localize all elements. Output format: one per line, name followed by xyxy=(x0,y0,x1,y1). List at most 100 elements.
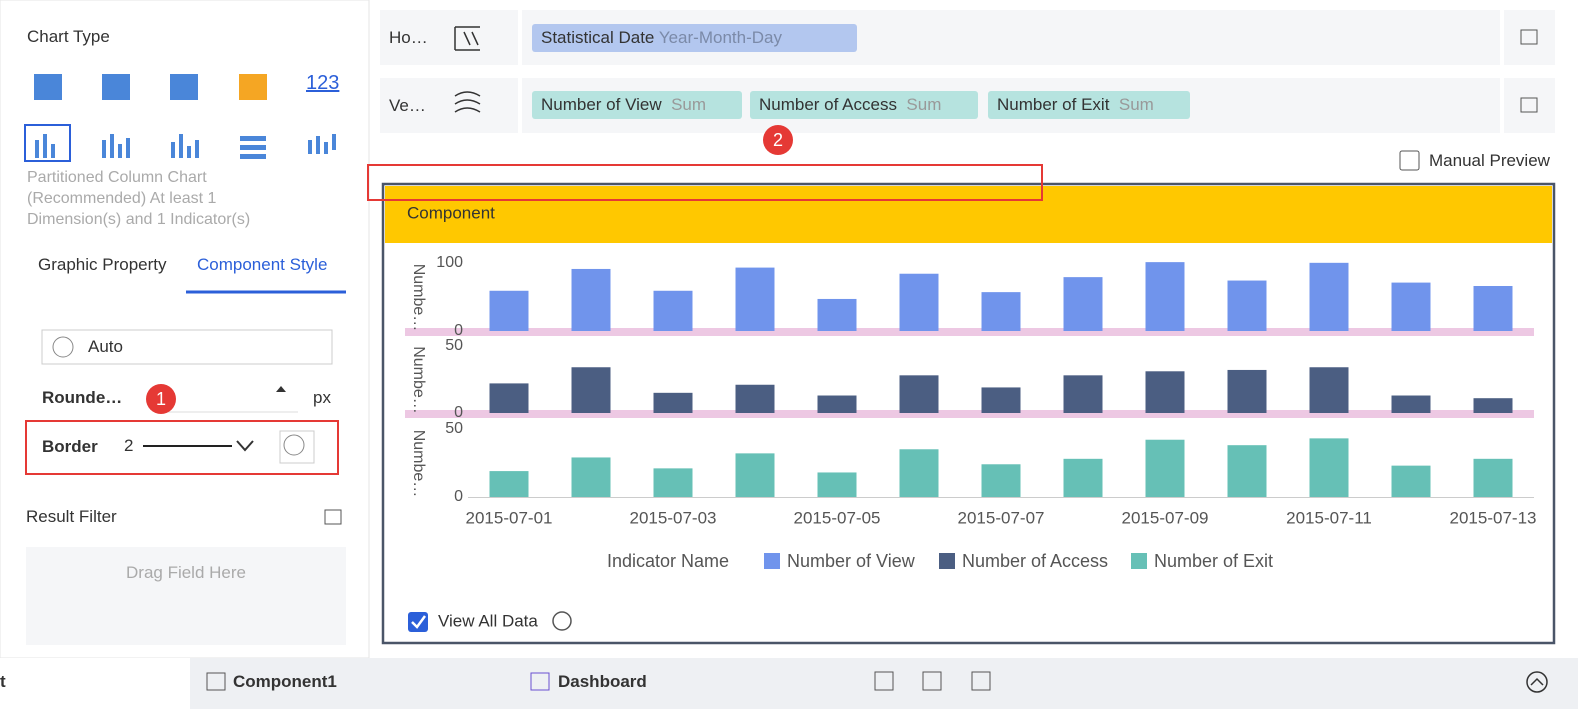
select-value[interactable]: Auto xyxy=(88,337,123,356)
x-tick-label: 2015-07-01 xyxy=(466,508,553,527)
add-icon[interactable] xyxy=(922,671,942,691)
highlight-box xyxy=(367,164,1043,201)
collapse-arrow xyxy=(1530,677,1544,686)
panel-separator xyxy=(405,328,1534,336)
tab[interactable]: Component1 xyxy=(233,672,337,691)
bar xyxy=(1145,439,1185,497)
legend-title: Indicator Name xyxy=(607,551,729,571)
bottom-bar xyxy=(0,658,1578,709)
date-chip[interactable]: Statistical Date Year-Month-Day xyxy=(532,24,857,52)
bar xyxy=(817,395,857,413)
row-label: Ve… xyxy=(389,96,426,115)
axis-icon[interactable] xyxy=(454,91,481,113)
y-tick-label: 0 xyxy=(454,404,463,421)
bar xyxy=(981,292,1021,331)
chart-icons xyxy=(34,74,336,159)
collapse-button[interactable] xyxy=(1526,671,1548,693)
bar xyxy=(653,290,693,331)
highlight-box xyxy=(25,420,339,475)
tab[interactable]: Dashboard xyxy=(558,672,647,691)
bar xyxy=(817,298,857,331)
x-tick-label: 2015-07-11 xyxy=(1286,508,1372,527)
bar xyxy=(1473,398,1513,413)
bar xyxy=(653,392,693,413)
axis-icon[interactable] xyxy=(454,26,480,51)
color-button[interactable] xyxy=(279,430,315,464)
field-label: Border xyxy=(42,437,98,456)
y-axis-label: Numbe… xyxy=(410,430,427,498)
row-label: Ho… xyxy=(389,28,428,47)
icon-label[interactable]: 123 xyxy=(306,72,340,94)
bar xyxy=(735,267,775,331)
legend-label: Number of Exit xyxy=(1154,551,1273,571)
legend-label: Number of View xyxy=(787,551,916,571)
color-icon xyxy=(283,434,305,456)
info-icon[interactable] xyxy=(552,611,572,631)
x-tick-label: 2015-07-09 xyxy=(1122,508,1209,527)
settings-icon[interactable] xyxy=(324,509,342,525)
legend-swatch xyxy=(1131,553,1147,569)
chevron[interactable] xyxy=(236,440,254,452)
bar xyxy=(899,375,939,413)
bar xyxy=(981,387,1021,413)
unit: px xyxy=(313,388,331,407)
component-header xyxy=(385,186,1552,243)
chip-name: Statistical Date xyxy=(541,28,655,47)
bar xyxy=(1145,262,1185,331)
component-title: Component xyxy=(407,203,495,222)
bar xyxy=(1145,371,1185,413)
section-title: Result Filter xyxy=(26,507,117,526)
manual-preview[interactable]: Manual Preview xyxy=(1429,151,1550,170)
bar xyxy=(899,449,939,497)
active-tab[interactable] xyxy=(0,658,190,709)
chip-name: Number of Access xyxy=(759,95,897,114)
bar xyxy=(489,471,529,497)
bar xyxy=(1309,367,1349,413)
auto-icon xyxy=(52,336,74,358)
bar xyxy=(1473,458,1513,497)
y-axis-label: Numbe… xyxy=(410,264,427,332)
bar xyxy=(1063,375,1103,413)
add-icon[interactable] xyxy=(874,671,894,691)
y-axis-label: Numbe… xyxy=(410,346,427,414)
bar xyxy=(571,457,611,497)
settings-icon[interactable] xyxy=(1520,29,1538,45)
bar xyxy=(981,464,1021,497)
bar xyxy=(571,367,611,413)
view-all-label[interactable]: View All Data xyxy=(438,611,538,630)
border-width[interactable]: 2 xyxy=(124,436,134,455)
stepper[interactable] xyxy=(276,386,286,392)
value-chip[interactable]: Number of View Sum xyxy=(532,91,742,119)
add-icon[interactable] xyxy=(971,671,991,691)
bar xyxy=(1473,286,1513,331)
auto-select[interactable] xyxy=(41,329,333,365)
bar xyxy=(899,273,939,331)
checkbox[interactable] xyxy=(1399,150,1420,171)
bar xyxy=(735,453,775,497)
selected-icon[interactable] xyxy=(24,124,71,162)
y-tick-label: 50 xyxy=(445,337,463,354)
x-tick-label: 2015-07-07 xyxy=(958,508,1045,527)
tab[interactable]: t xyxy=(0,672,6,691)
description: Partitioned Column Chart (Recommended) A… xyxy=(27,169,251,228)
chip-name: Number of Exit xyxy=(997,95,1110,114)
value-chip[interactable]: Number of Access Sum xyxy=(750,91,978,119)
chip-agg: Sum xyxy=(906,95,942,114)
check xyxy=(411,615,427,629)
drop-area[interactable] xyxy=(26,547,346,645)
value-chip[interactable]: Number of Exit Sum xyxy=(988,91,1190,119)
bar xyxy=(1391,465,1431,497)
legend-label: Number of Access xyxy=(962,551,1108,571)
bar xyxy=(1309,262,1349,331)
tab-icon xyxy=(530,672,550,691)
checkbox-checked[interactable] xyxy=(408,612,428,632)
clip-edge xyxy=(1537,505,1552,535)
tab[interactable]: Graphic Property xyxy=(38,255,167,274)
x-tick-label: 2015-07-05 xyxy=(794,508,881,527)
tab-active[interactable]: Component Style xyxy=(197,255,328,274)
bar xyxy=(1063,458,1103,497)
settings-icon[interactable] xyxy=(1520,97,1538,113)
tab-icon xyxy=(206,672,226,691)
bar xyxy=(1063,277,1103,331)
